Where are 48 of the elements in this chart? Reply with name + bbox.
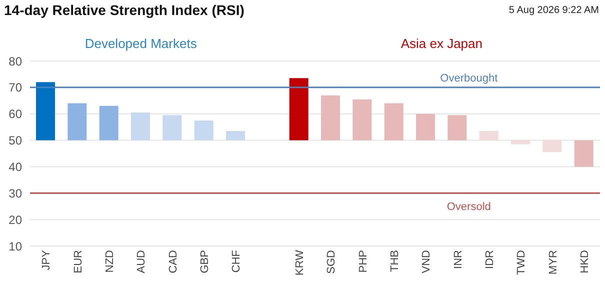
bar [226,131,245,140]
chart-title: 14-day Relative Strength Index (RSI) [4,2,244,18]
bar [574,140,594,167]
x-tick-label: VND [420,250,433,274]
x-tick-label: NZD [104,250,116,273]
x-tick-label: MYR [547,250,560,274]
bar [511,140,530,144]
bar [542,140,562,152]
x-tick-label: EUR [72,250,84,274]
x-tick-label: AUD [136,250,148,274]
bar [68,103,87,140]
x-tick-label: INR [452,250,464,269]
x-tick-label: IDR [484,250,496,269]
y-tick-label: 20 [8,212,22,227]
y-tick-label: 50 [8,134,22,148]
y-tick-label: 10 [8,239,22,254]
x-tick-label: JPY [40,249,53,270]
bar [36,82,55,140]
bar [384,103,404,140]
x-tick-label: HKD [578,250,591,274]
y-tick-label: 80 [8,54,22,68]
bar [99,106,118,140]
x-tick-label: THB [388,250,401,272]
y-tick-label: 30 [8,186,22,200]
text: Asia ex Japan [400,36,482,51]
ref-line-label: Overbought [440,72,498,84]
bar [131,112,150,140]
y-tick-label: 40 [8,160,22,174]
bar [194,120,214,140]
x-tick-label: CHF [230,250,243,273]
x-tick-label: CAD [167,250,180,274]
bar [479,131,498,140]
x-tick-label: PHP [357,250,370,273]
y-tick-label: 60 [8,107,22,122]
x-tick-label: SGD [326,250,338,274]
bar [289,78,308,140]
bar [321,95,340,140]
chart-subtitle: 5 Aug 2026 9:22 AM [508,5,599,16]
x-tick-label: TWD [516,250,528,276]
ref-line-label: Oversold [446,201,491,214]
x-tick-label: GBP [198,250,211,274]
bar [352,99,372,140]
text: Developed Markets [84,36,197,51]
bar [416,114,435,140]
y-tick-label: 70 [8,80,22,95]
x-tick-label: KRW [294,249,306,276]
bar [448,115,467,140]
bar [162,115,182,140]
